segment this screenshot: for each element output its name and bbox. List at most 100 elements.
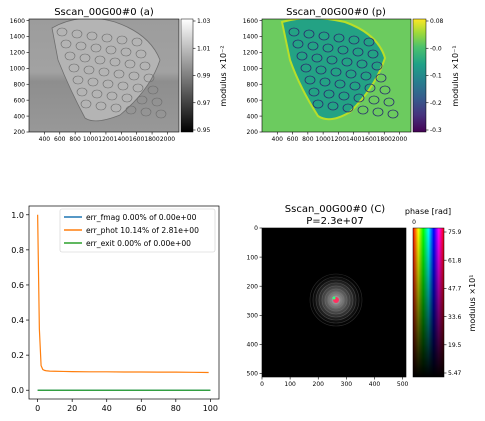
- kernel-mark: [94, 55, 106, 65]
- colorbar-tick-label: 75.9: [448, 229, 462, 236]
- y-tick-label: 0.4: [11, 316, 24, 325]
- x-tick-label: 1200: [331, 136, 346, 143]
- kernel-mark: [356, 59, 368, 69]
- kernel-mark: [368, 95, 380, 105]
- kernel-mark: [98, 67, 110, 77]
- colorbar-tick-label: -0.1: [430, 73, 442, 80]
- x-tick-label: 1600: [129, 136, 144, 143]
- kernel-mark: [326, 55, 338, 65]
- kernel-mark: [106, 91, 118, 101]
- kernel-mark: [292, 39, 304, 49]
- kernel-mark: [125, 105, 137, 115]
- colorbar-tick-label: 0.99: [197, 73, 211, 80]
- kernel-mark: [348, 35, 360, 45]
- panel-c-subtitle: P=2.3e+07: [306, 216, 364, 227]
- panel-c: Sscan_00G00#0 (C) P=2.3e+07 0 100 200 300 40…: [247, 204, 477, 388]
- kernel-mark: [135, 49, 147, 59]
- kernel-mark: [143, 73, 155, 83]
- kernel-mark: [352, 47, 364, 57]
- x-tick-label: 1200: [98, 136, 113, 143]
- kernel-mark: [387, 109, 399, 119]
- y-tick-label: 400: [14, 113, 26, 120]
- panel-p-colorbar-label: modulus ×10⁻¹: [451, 45, 460, 106]
- series-line-1: [37, 214, 209, 374]
- kernel-mark: [364, 83, 376, 93]
- y-tick-label: 200: [247, 283, 259, 290]
- kernel-mark: [95, 101, 107, 111]
- x-tick-label: 1400: [114, 136, 129, 143]
- diffraction-ring: [327, 291, 345, 309]
- errors-series: [37, 214, 211, 391]
- x-tick-label: 1400: [346, 136, 361, 143]
- kernel-mark: [117, 81, 129, 91]
- kernel-mark: [337, 45, 349, 55]
- legend-entry: err_exit 0.00% of 0.00e+00: [86, 239, 191, 248]
- kernel-mark: [319, 77, 331, 87]
- kernel-mark: [318, 31, 330, 41]
- kernel-mark: [371, 61, 383, 71]
- kernel-mark: [86, 31, 98, 41]
- kernel-mark: [303, 29, 315, 39]
- x-tick-label: 1800: [144, 136, 159, 143]
- kernel-mark: [345, 69, 357, 79]
- kernel-mark: [311, 53, 323, 63]
- errors-legend: err_fmag 0.00% of 0.00e+00 err_phot 10.14…: [59, 208, 216, 253]
- kernel-mark: [307, 41, 319, 51]
- x-tick-label: 100: [284, 381, 296, 388]
- x-tick-label: 0: [260, 381, 264, 388]
- kernel-mark: [323, 89, 335, 99]
- y-tick-label: 600: [247, 97, 259, 104]
- x-tick-label: 2000: [160, 136, 175, 143]
- x-tick-label: 200: [313, 381, 325, 388]
- y-tick-label: 200: [247, 129, 259, 136]
- y-tick-label: 1.0: [11, 211, 24, 220]
- panel-a-colorbar: 0.95 0.97 0.99 1.01 1.03 modulus ×10⁻²: [180, 18, 228, 134]
- y-tick-label: 600: [14, 97, 26, 104]
- colorbar-tick-label: 19.5: [448, 342, 462, 349]
- y-tick-label: 300: [247, 313, 259, 320]
- x-tick-label: 1800: [377, 136, 392, 143]
- kernel-mark: [80, 99, 92, 109]
- kernel-mark: [147, 85, 159, 95]
- legend-entry: err_phot 10.14% of 2.81e+00: [86, 226, 199, 235]
- panel-c-colorbar: phase [rad] 0 5.47 19.5 33.6 47.7 61.8 75.9 m…: [405, 207, 477, 378]
- y-tick-label: 400: [247, 113, 259, 120]
- y-tick-label: 100: [247, 254, 259, 261]
- panel-c-colorbar-label: modulus ×10¹: [468, 275, 477, 332]
- kernel-mark: [333, 33, 345, 43]
- panel-p-title: Sscan_00G00#0 (p): [286, 7, 386, 18]
- x-tick-label: 600: [287, 136, 299, 143]
- panel-c-colorbar-title: phase [rad]: [405, 207, 451, 216]
- kernel-mark: [124, 59, 136, 69]
- kernel-mark: [322, 43, 334, 53]
- kernel-mark: [140, 107, 152, 117]
- kernel-mark: [372, 107, 384, 117]
- kernel-mark: [132, 83, 144, 93]
- panel-p-image: [262, 19, 411, 132]
- kernel-mark: [296, 51, 308, 61]
- kernel-mark: [90, 43, 102, 53]
- kernel-mark: [330, 67, 342, 77]
- y-tick-label: 1400: [243, 34, 258, 41]
- y-tick-label: 800: [247, 81, 259, 88]
- kernel-mark: [71, 29, 83, 39]
- kernel-mark: [353, 93, 365, 103]
- kernel-mark: [363, 37, 375, 47]
- y-tick-label: 0: [254, 225, 258, 232]
- y-tick-label: 400: [247, 342, 259, 349]
- y-tick-label: 1200: [10, 50, 25, 57]
- y-tick-label: 0.0: [11, 386, 24, 395]
- x-tick-label: 400: [39, 136, 51, 143]
- kernel-mark: [68, 63, 80, 73]
- kernel-mark: [121, 93, 133, 103]
- panel-p-colorbar: -0.3 -0.2 -0.1 -0.0 0.08 modulus ×10⁻¹: [412, 18, 460, 134]
- x-tick-label: 80: [171, 404, 181, 413]
- kernel-mark: [101, 33, 113, 43]
- kernel-mark: [109, 57, 121, 67]
- x-tick-label: 1000: [315, 136, 330, 143]
- kernel-mark: [334, 79, 346, 89]
- kernel-mark: [105, 45, 117, 55]
- kernel-mark: [308, 87, 320, 97]
- panel-a: Sscan_00G00#0 (a) 400 600 800 1000 1200 1400 1…: [10, 7, 228, 143]
